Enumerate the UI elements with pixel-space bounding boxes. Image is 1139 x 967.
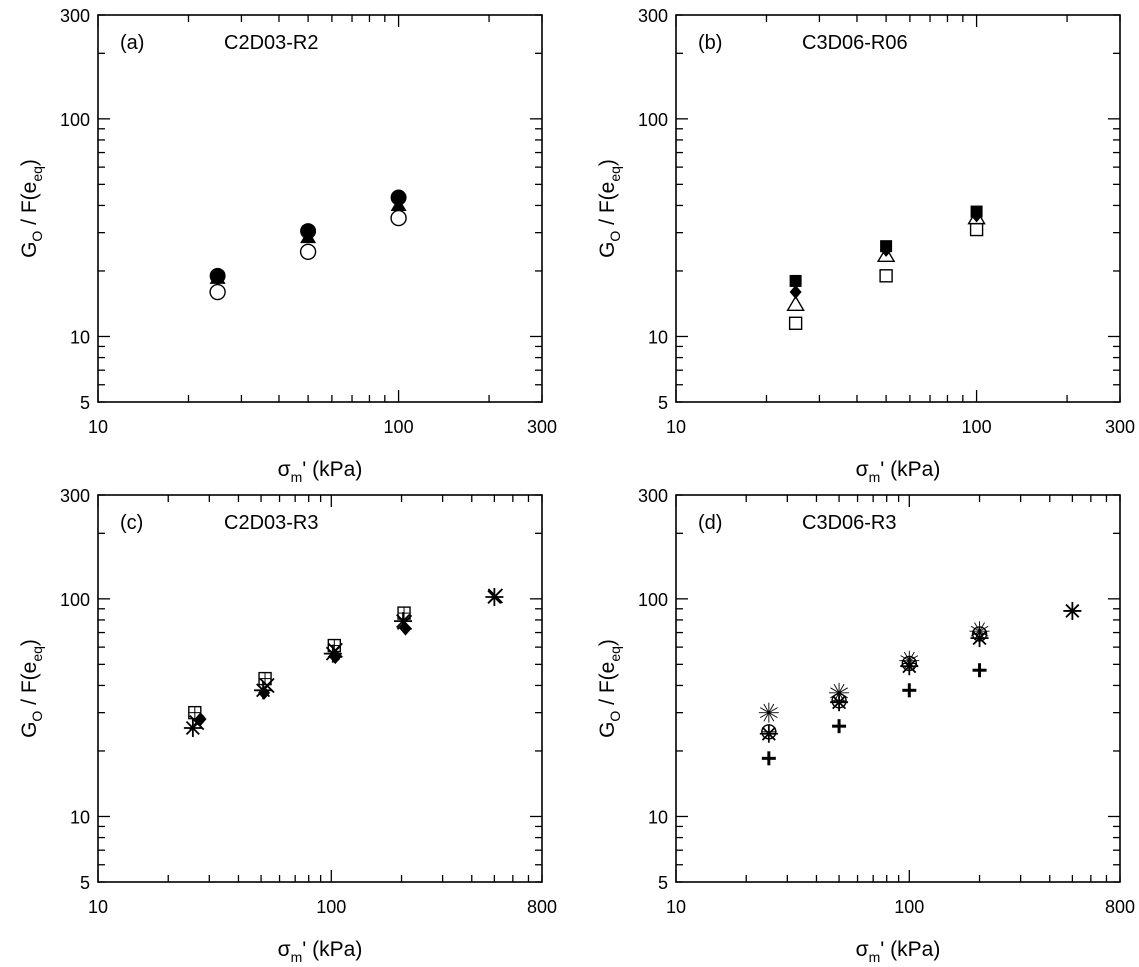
y-axis-label: GO / F(eeq) <box>18 159 45 258</box>
y-tick-label: 10 <box>70 807 90 827</box>
panel-label: (d) <box>698 512 722 534</box>
y-tick-label: 5 <box>658 873 668 893</box>
y-tick-label: 100 <box>60 110 90 130</box>
y-tick-label: 10 <box>648 327 668 347</box>
x-axis-label: σm' (kPa) <box>278 458 363 485</box>
x-tick-label: 10 <box>88 417 108 437</box>
data-point <box>300 229 317 244</box>
y-tick-label: 10 <box>648 807 668 827</box>
panel-label: (c) <box>120 512 143 534</box>
y-axis-label: GO / F(eeq) <box>596 639 623 738</box>
x-tick-label: 100 <box>384 417 414 437</box>
y-tick-label: 300 <box>638 486 668 506</box>
panel-title: C2D03-R2 <box>224 32 318 54</box>
y-tick-label: 5 <box>80 873 90 893</box>
panel-label: (b) <box>698 32 722 54</box>
data-point <box>879 269 893 283</box>
data-point <box>183 719 202 738</box>
plot-frame <box>675 494 1121 883</box>
data-point <box>487 588 504 604</box>
y-tick-label: 100 <box>638 110 668 130</box>
data-point <box>209 283 226 301</box>
data-point <box>758 702 779 723</box>
data-point <box>970 629 989 648</box>
y-tick-label: 100 <box>60 590 90 610</box>
chart-panel-d: 10 100 800 5 10 100 300 (d) C3D06-R3 σm' (kPa) GO … <box>596 486 1135 965</box>
panel-label: (a) <box>120 32 144 54</box>
plot-frame <box>97 14 543 403</box>
data-point <box>832 719 847 734</box>
x-tick-label: 300 <box>527 417 557 437</box>
plot-frame <box>97 494 543 883</box>
x-axis-label: σm' (kPa) <box>278 938 363 965</box>
y-tick-label: 5 <box>80 393 90 413</box>
x-tick-label: 800 <box>1105 897 1135 917</box>
chart-panel-a: 10 100 300 5 10 100 300 (a) C2D03-R2 σm' (kPa) GO … <box>18 6 557 485</box>
x-axis-label: σm' (kPa) <box>856 458 941 485</box>
data-point <box>972 663 987 678</box>
data-point <box>969 222 984 237</box>
data-point <box>299 243 317 260</box>
data-point <box>900 657 919 676</box>
data-point <box>789 274 802 287</box>
data-point <box>902 683 917 698</box>
data-point <box>327 642 343 658</box>
x-tick-label: 10 <box>666 897 686 917</box>
data-point <box>880 242 893 257</box>
y-tick-label: 100 <box>638 590 668 610</box>
y-tick-label: 10 <box>70 327 90 347</box>
data-point <box>786 295 805 311</box>
panel-title: C3D06-R06 <box>802 32 908 54</box>
chart-panel-b: 10 100 300 5 10 100 300 (b) C3D06-R06 σm' (kPa) GO… <box>596 6 1135 485</box>
data-point <box>830 693 849 712</box>
data-point <box>189 714 205 731</box>
chart-panel-c: 10 100 800 5 10 100 300 (c) C2D03-R3 σm' (kPa) GO … <box>18 486 557 965</box>
y-tick-label: 300 <box>60 6 90 26</box>
panel-title: C2D03-R3 <box>224 512 318 534</box>
x-axis-label: σm' (kPa) <box>856 938 941 965</box>
data-point <box>759 724 778 743</box>
x-tick-label: 10 <box>666 417 686 437</box>
data-point <box>209 270 226 284</box>
x-tick-label: 100 <box>316 897 346 917</box>
panel-title: C3D06-R3 <box>802 512 896 534</box>
data-point <box>788 316 803 330</box>
data-point <box>390 197 407 212</box>
plot-frame <box>675 14 1121 403</box>
x-tick-label: 100 <box>894 897 924 917</box>
x-tick-label: 300 <box>1105 417 1135 437</box>
data-point <box>1063 601 1082 620</box>
x-tick-label: 100 <box>962 417 992 437</box>
data-point <box>396 614 413 630</box>
y-axis-label: GO / F(eeq) <box>596 159 623 258</box>
data-point <box>789 285 802 300</box>
y-tick-label: 300 <box>638 6 668 26</box>
y-tick-label: 300 <box>60 486 90 506</box>
x-tick-label: 10 <box>88 897 108 917</box>
data-point <box>970 208 983 223</box>
data-point <box>259 677 275 694</box>
x-tick-label: 800 <box>527 897 557 917</box>
data-point <box>761 751 776 766</box>
data-point <box>390 209 407 227</box>
data-point <box>876 246 896 263</box>
y-axis-label: GO / F(eeq) <box>18 639 45 738</box>
y-tick-label: 5 <box>658 393 668 413</box>
